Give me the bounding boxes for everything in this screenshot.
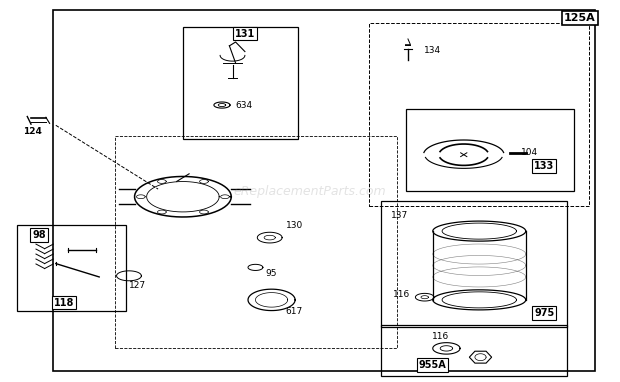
Bar (369, 23, 589, 206)
Text: 125A: 125A (564, 13, 596, 23)
Text: 137: 137 (391, 211, 409, 220)
Bar (115, 136, 397, 348)
Text: 955A: 955A (419, 360, 446, 370)
Text: 98: 98 (32, 230, 46, 240)
Bar (406, 109, 574, 191)
Bar (381, 325, 567, 376)
Text: 634: 634 (235, 100, 252, 110)
Text: 116: 116 (393, 290, 410, 299)
Text: 133: 133 (534, 161, 554, 171)
Text: 975: 975 (534, 308, 554, 318)
Text: eReplacementParts.com: eReplacementParts.com (234, 185, 386, 197)
Bar (183, 27, 298, 139)
Text: 617: 617 (286, 307, 303, 316)
Text: 127: 127 (129, 281, 146, 290)
Text: 104: 104 (521, 148, 538, 157)
Text: 124: 124 (23, 127, 42, 136)
Text: 130: 130 (286, 221, 303, 230)
Text: 134: 134 (424, 46, 441, 55)
Text: 95: 95 (265, 269, 277, 278)
Text: 116: 116 (432, 332, 449, 342)
Bar (53, 10, 595, 371)
Bar (17, 225, 126, 311)
Text: 131: 131 (235, 29, 255, 39)
Text: 118: 118 (54, 298, 74, 308)
Bar (381, 201, 567, 327)
